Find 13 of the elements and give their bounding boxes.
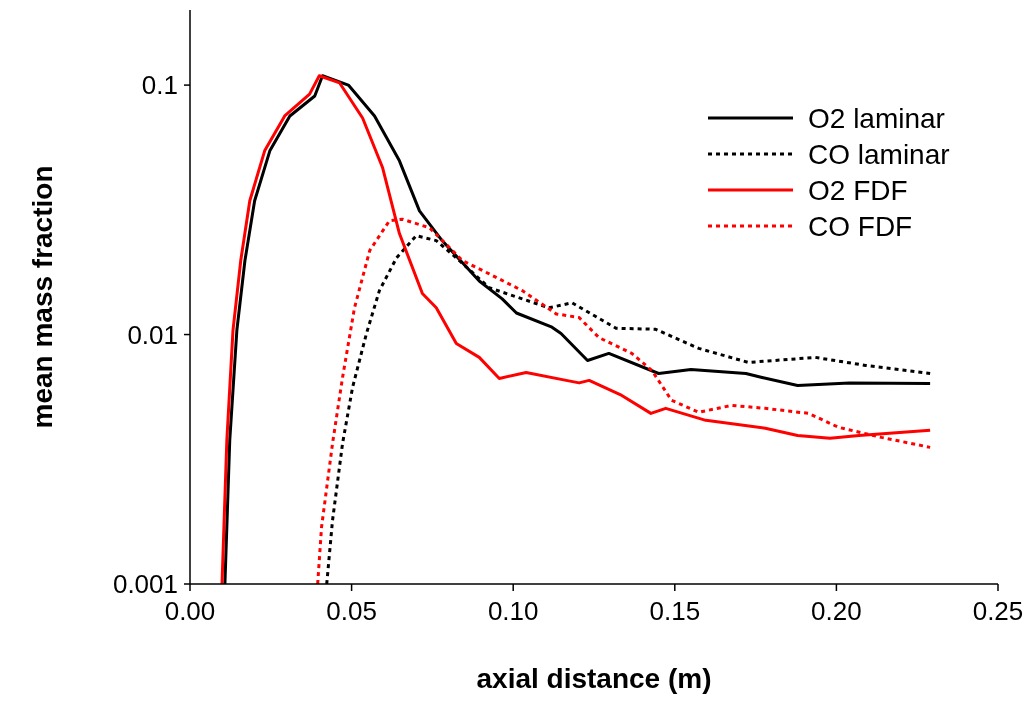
legend-label: O2 laminar <box>808 102 945 134</box>
legend-label: CO FDF <box>808 210 913 242</box>
legend-label: CO laminar <box>808 138 950 170</box>
y-tick-label: 0.01 <box>127 319 178 350</box>
x-tick-label: 0.20 <box>811 596 862 626</box>
x-tick-label: 0.15 <box>649 596 701 626</box>
x-tick-label: 0.25 <box>972 596 1024 626</box>
x-tick-label: 0.05 <box>326 596 377 626</box>
x-axis-title: axial distance (m) <box>476 663 712 694</box>
x-tick-label: 0.10 <box>487 596 539 626</box>
y-tick-label: 0.1 <box>141 70 178 101</box>
legend-label: O2 FDF <box>808 174 908 206</box>
y-axis-title: mean mass fraction <box>27 165 58 429</box>
